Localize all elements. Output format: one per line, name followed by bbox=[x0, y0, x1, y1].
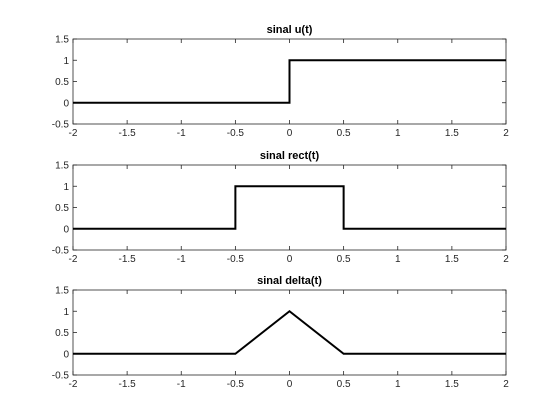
plot-rect-series-line bbox=[73, 185, 506, 230]
plot-delta-title: sinal delta(t) bbox=[257, 275, 322, 287]
plot-u-x-tick-label: 0.5 bbox=[337, 128, 351, 139]
plot-delta-x-tick-label: 0.5 bbox=[337, 379, 351, 390]
plot-delta-x-tick-label: -0.5 bbox=[227, 379, 245, 390]
plot-delta-x-tick-label: 1 bbox=[395, 379, 401, 390]
plot-u-x-tick-label: -2 bbox=[69, 128, 78, 139]
plot-u-x-tick-label: 2 bbox=[503, 128, 509, 139]
plot-u-y-tick-label: 0.5 bbox=[55, 77, 69, 88]
plot-u-y-tick-label: 1.5 bbox=[55, 35, 69, 46]
plot-u-x-tick-label: -1.5 bbox=[119, 128, 137, 139]
plot-rect-x-tick-label: -1 bbox=[177, 254, 186, 265]
plot-delta-y-tick-label: 1.5 bbox=[55, 286, 69, 297]
plot-rect-y-tick-label: 0.5 bbox=[55, 203, 69, 214]
plot-rect-x-tick-label: 0 bbox=[287, 254, 293, 265]
plot-delta-x-tick-label: -1 bbox=[177, 379, 186, 390]
plot-u-x-tick-label: 1 bbox=[395, 128, 401, 139]
plot-u-x-tick-label: 0 bbox=[287, 128, 293, 139]
plot-rect-x-tick-label: 1.5 bbox=[445, 254, 459, 265]
plot-delta-y-tick-label: 0 bbox=[63, 349, 69, 360]
plot-delta-y-tick-label: 1 bbox=[63, 307, 69, 318]
plot-delta-y-tick-label: -0.5 bbox=[52, 371, 70, 382]
plot-rect: -2 -1.5 -1 -0.5 0 0.5 1 1.5 2 -0.5 0 0.5 1 1.5 sinal r… bbox=[52, 150, 509, 265]
plot-rect-x-tick-label: -0.5 bbox=[227, 254, 245, 265]
plot-u-series-line bbox=[73, 59, 506, 104]
plot-rect-x-tick-label: 2 bbox=[503, 254, 509, 265]
plot-rect-x-tick-label: 0.5 bbox=[337, 254, 351, 265]
plot-rect-x-tick-label: 1 bbox=[395, 254, 401, 265]
plot-delta-x-tick-label: 1.5 bbox=[445, 379, 459, 390]
plot-rect-y-tick-label: -0.5 bbox=[52, 246, 70, 257]
plot-delta-series-line bbox=[73, 309, 506, 355]
plot-delta-x-tick-label: -1.5 bbox=[119, 379, 137, 390]
plot-rect-y-tick-label: 1 bbox=[63, 182, 69, 193]
plot-delta-y-tick-label: 0.5 bbox=[55, 328, 69, 339]
plot-rect-y-tick-label: 1.5 bbox=[55, 161, 69, 172]
plot-u-x-tick-label: 1.5 bbox=[445, 128, 459, 139]
plot-rect-title: sinal rect(t) bbox=[260, 150, 320, 162]
plot-rect-x-tick-label: -1.5 bbox=[119, 254, 137, 265]
plot-u-title: sinal u(t) bbox=[267, 24, 313, 36]
plot-rect-y-tick-label: 0 bbox=[63, 224, 69, 235]
plot-rect-x-tick-label: -2 bbox=[69, 254, 78, 265]
plot-delta-x-tick-label: -2 bbox=[69, 379, 78, 390]
plot-u-x-tick-label: -1 bbox=[177, 128, 186, 139]
plot-u-y-tick-label: -0.5 bbox=[52, 120, 70, 131]
plot-u-y-tick-label: 0 bbox=[63, 98, 69, 109]
plot-u-y-tick-label: 1 bbox=[63, 56, 69, 67]
plot-rect-axes-box bbox=[72, 164, 507, 251]
plot-u-x-tick-label: -0.5 bbox=[227, 128, 245, 139]
plot-delta-x-tick-label: 0 bbox=[287, 379, 293, 390]
plot-u: -2 -1.5 -1 -0.5 0 0.5 1 1.5 2 -0.5 0 0.5 1 1.5 sinal u… bbox=[52, 24, 509, 139]
plot-delta-x-tick-label: 2 bbox=[503, 379, 509, 390]
plot-delta-axes-box bbox=[72, 289, 507, 376]
plot-delta: -2 -1.5 -1 -0.5 0 0.5 1 1.5 2 -0.5 0 0.5 1 1.5 sinal d… bbox=[52, 275, 509, 390]
